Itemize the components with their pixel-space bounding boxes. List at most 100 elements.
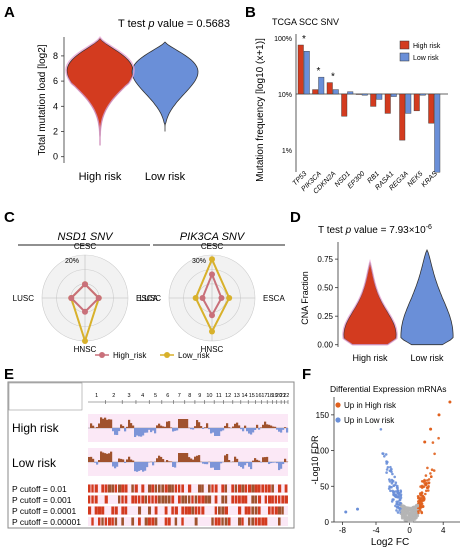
panel-f-ytick-label-1: 50 (320, 482, 329, 491)
volcano-point-316 (392, 490, 395, 494)
volcano-point-223 (386, 460, 389, 464)
cna-seg-high-61 (210, 428, 213, 434)
cna-seg-high-11 (110, 419, 113, 428)
legend-label-up-high: Up in High risk (344, 401, 397, 410)
panel-f-points (344, 400, 452, 523)
volcano-point-362 (425, 489, 428, 493)
cutoff-seg-2-8 (114, 506, 118, 515)
legend-dot-up-low (335, 417, 341, 423)
cutoff-seg-0-18 (148, 484, 152, 493)
volcano-outlier-2 (429, 427, 433, 431)
radar-axis-0-LUSC: LUSC (13, 294, 35, 303)
cutoff-seg-0-46 (241, 484, 245, 493)
cna-seg-high-18 (124, 428, 127, 432)
volcano-point-321 (384, 453, 388, 456)
panel-d-xtick-high: High risk (352, 353, 388, 363)
cna-seg-high-41 (170, 427, 173, 428)
panel-d-ylabel: CNA Fraction (300, 271, 310, 325)
cna-seg-low-86 (260, 462, 263, 463)
cutoff-seg-1-0 (88, 495, 91, 504)
radar-point-1-High_risk-1 (218, 295, 225, 301)
cna-seg-high-54 (196, 420, 199, 428)
volcano-point-417 (390, 478, 394, 482)
cna-seg-low-80 (248, 462, 251, 467)
cutoff-seg-3-6 (108, 517, 111, 526)
cutoff-seg-3-46 (241, 517, 244, 526)
cutoff-seg-3-23 (164, 517, 168, 526)
cna-seg-high-34 (156, 425, 159, 428)
volcano-point-416 (406, 506, 410, 510)
volcano-point-181 (394, 481, 398, 485)
chrom-label-18: 18 (267, 393, 273, 399)
cna-seg-low-45 (178, 453, 181, 462)
cna-seg-low-49 (186, 453, 189, 462)
panel-e-corner-box (8, 382, 83, 411)
cna-seg-high-15 (118, 428, 121, 432)
cna-seg-low-29 (146, 462, 149, 468)
legend-swatch-high (399, 40, 410, 50)
cna-seg-low-35 (158, 455, 161, 462)
cutoff-seg-0-38 (214, 484, 218, 493)
cna-seg-high-1 (90, 423, 93, 428)
cutoff-seg-1-18 (148, 495, 151, 504)
cutoff-seg-0-47 (244, 484, 248, 493)
cna-seg-high-13 (114, 428, 117, 435)
cutoff-seg-1-41 (224, 495, 228, 504)
panel-a-ylabel: Total mutation load [log2] (37, 44, 48, 155)
volcano-point-395 (399, 501, 402, 505)
cna-seg-high-35 (158, 423, 161, 428)
cna-seg-high-81 (250, 428, 253, 435)
volcano-point-68 (385, 468, 389, 471)
cna-seg-low-47 (182, 453, 185, 462)
cna-seg-low-98 (284, 458, 287, 462)
cutoff-seg-2-49 (251, 506, 254, 515)
bar-NEK5-low (419, 93, 426, 96)
cutoff-seg-2-55 (271, 506, 274, 515)
cna-seg-high-42 (172, 428, 175, 432)
cutoff-seg-1-24 (168, 495, 171, 504)
volcano-point-171 (398, 509, 401, 512)
cna-seg-high-87 (262, 424, 265, 428)
violin-d-halo (342, 258, 398, 346)
cutoff-seg-0-20 (154, 484, 158, 493)
cna-seg-high-53 (194, 426, 197, 428)
cna-seg-high-59 (206, 423, 209, 428)
volcano-point-398 (417, 510, 420, 513)
chrom-label-9: 9 (198, 393, 201, 399)
panel-label-c: C (4, 209, 15, 226)
cutoff-seg-3-7 (111, 517, 114, 526)
cna-seg-low-65 (218, 462, 221, 470)
cutoff-seg-0-45 (238, 484, 242, 493)
bar-REG3A-low (405, 93, 412, 114)
cna-seg-high-10 (108, 419, 111, 428)
volcano-point-408 (395, 486, 399, 489)
cutoff-seg-1-46 (241, 495, 245, 504)
panel-a-xtick-high: High risk (79, 171, 122, 183)
cna-seg-high-46 (180, 419, 183, 428)
cutoff-seg-0-57 (278, 484, 282, 493)
volcano-point-385 (387, 487, 391, 490)
bar-TP53-low (303, 51, 310, 95)
chrom-label-11: 11 (216, 393, 222, 399)
cutoff-seg-1-58 (281, 495, 285, 504)
volcano-point-391 (383, 455, 386, 458)
bar-REG3A-high (399, 93, 406, 141)
cutoff-seg-0-43 (231, 484, 234, 493)
cna-seg-high-84 (256, 424, 259, 428)
cutoff-seg-1-33 (198, 495, 201, 504)
cna-seg-high-67 (222, 428, 225, 431)
radar-point-0-Low_risk-2 (82, 338, 88, 344)
cutoff-seg-2-33 (198, 506, 201, 515)
cutoff-seg-0-8 (114, 484, 118, 493)
cna-seg-low-25 (138, 462, 141, 471)
volcano-point-84 (389, 465, 392, 469)
panel-f-xtick-label-2: 0 (407, 526, 412, 535)
volcano-point-201 (420, 480, 424, 483)
cna-seg-low-34 (156, 458, 159, 462)
cutoff-seg-2-50 (254, 506, 258, 515)
cna-seg-high-99 (286, 428, 289, 433)
panel-e-cna-tracks (88, 414, 289, 476)
cna-seg-high-82 (252, 428, 255, 433)
